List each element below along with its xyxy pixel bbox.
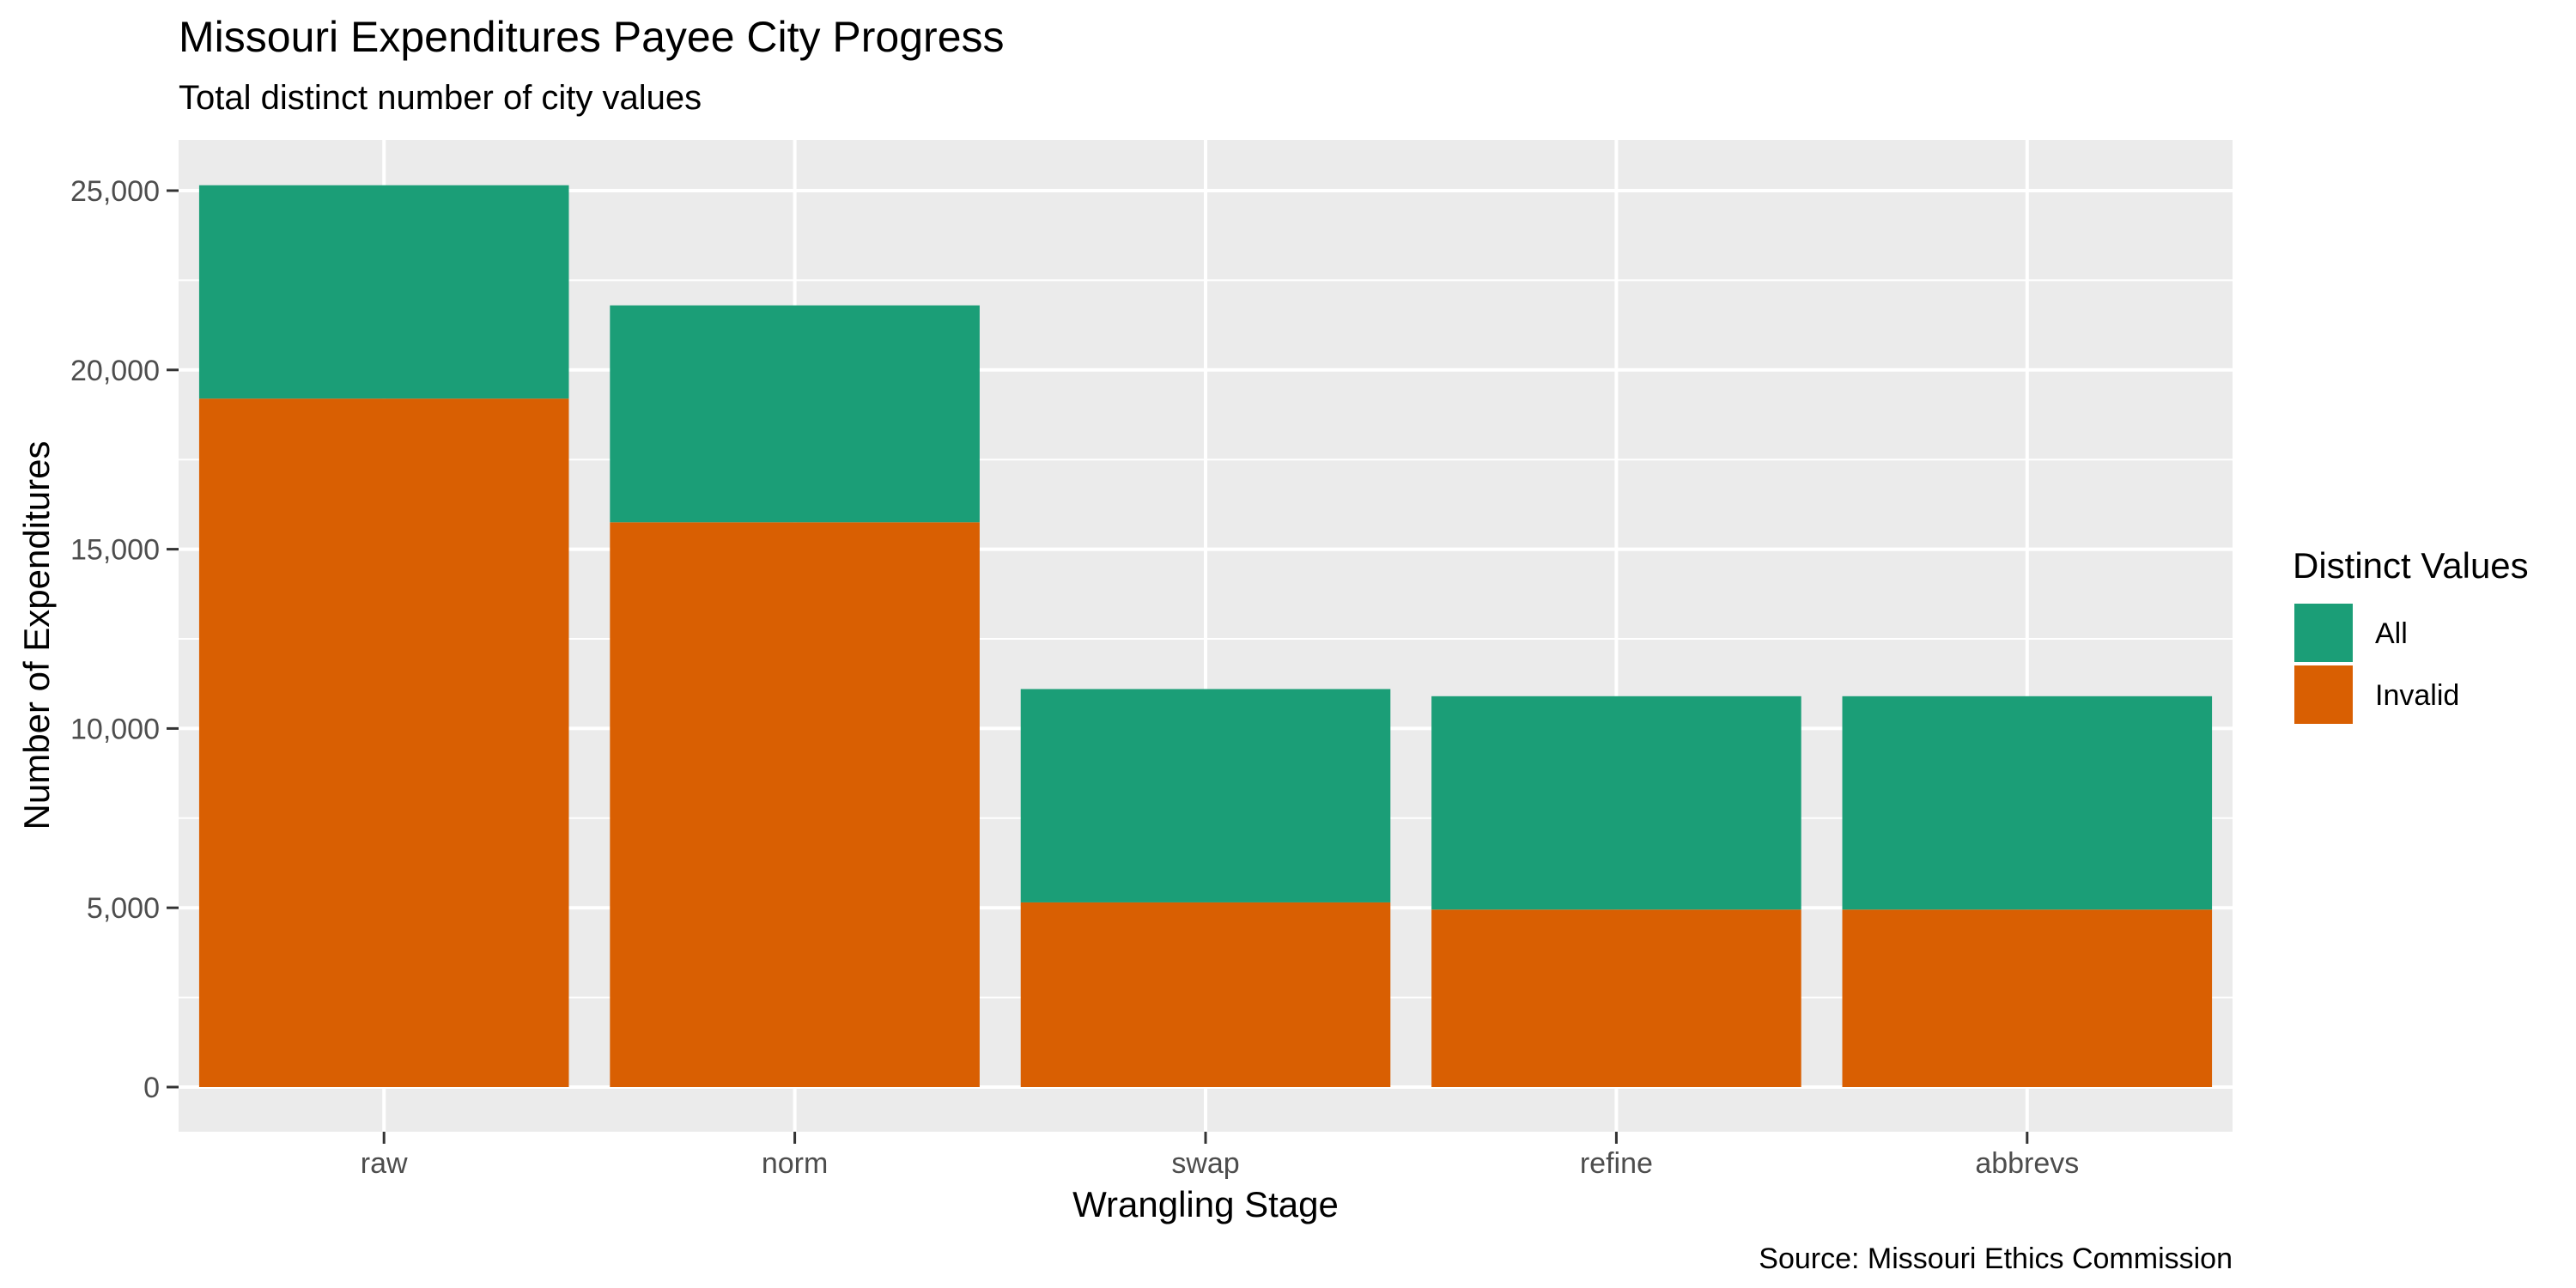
bar-norm-invalid: [610, 522, 980, 1087]
x-tick-label-raw: raw: [361, 1147, 408, 1180]
chart-subtitle: Total distinct number of city values: [179, 79, 702, 117]
x-tick-label-abbrevs: abbrevs: [1975, 1147, 2079, 1180]
legend-key-all: [2294, 604, 2353, 662]
chart-title: Missouri Expenditures Payee City Progres…: [179, 13, 1005, 61]
x-axis-ticks: raw norm swap refine abbrevs: [361, 1132, 2079, 1180]
x-tick-label-norm: norm: [762, 1147, 828, 1180]
legend-key-invalid: [2294, 665, 2353, 724]
bar-refine-all: [1431, 696, 1801, 910]
chart-caption: Source: Missouri Ethics Commission: [1759, 1242, 2233, 1275]
x-tick-label-swap: swap: [1171, 1147, 1239, 1180]
bar-abbrevs-all: [1842, 696, 2213, 910]
x-tick-label-refine: refine: [1580, 1147, 1653, 1180]
y-tick-label: 10,000: [70, 713, 160, 745]
bar-raw-invalid: [198, 398, 569, 1087]
legend: Distinct Values All Invalid: [2293, 545, 2529, 724]
y-tick-label: 25,000: [70, 175, 160, 208]
legend-label-all: All: [2375, 617, 2408, 650]
bar-swap-all: [1020, 689, 1391, 902]
legend-items: All Invalid: [2294, 604, 2459, 724]
bar-swap-invalid: [1020, 902, 1391, 1087]
y-tick-label: 20,000: [70, 355, 160, 387]
bar-norm-all: [610, 305, 980, 523]
bar-raw-all: [198, 185, 569, 399]
legend-label-invalid: Invalid: [2375, 679, 2459, 712]
y-axis-label: Number of Expenditures: [16, 441, 57, 830]
y-tick-label: 5,000: [87, 892, 160, 925]
y-tick-label: 15,000: [70, 534, 160, 567]
bar-refine-invalid: [1431, 909, 1801, 1087]
bars: [198, 185, 2213, 1087]
bar-abbrevs-invalid: [1842, 909, 2213, 1087]
x-axis-label: Wrangling Stage: [1072, 1184, 1339, 1224]
legend-title: Distinct Values: [2293, 545, 2529, 586]
y-axis-ticks: 0 5,000 10,000 15,000 20,000 25,000: [70, 175, 179, 1104]
y-tick-label: 0: [143, 1072, 160, 1104]
